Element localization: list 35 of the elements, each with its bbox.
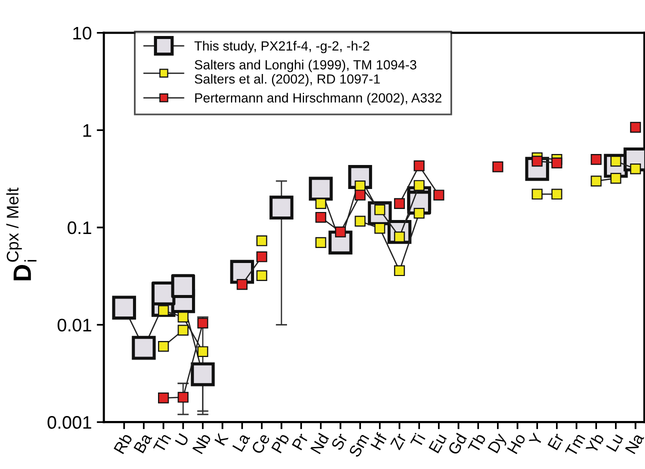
x-tick-label: Zr <box>390 432 407 450</box>
x-tick-label: Tb <box>467 432 486 454</box>
y-axis-title: DiCpx / Melt <box>6 188 36 280</box>
x-tick-label: Ho <box>507 432 526 454</box>
x-tick-label: Pr <box>292 432 309 450</box>
y-tick-label: 1 <box>83 124 92 137</box>
x-tick-label: Nd <box>310 432 330 454</box>
y-tick-label: 0.01 <box>58 318 92 332</box>
x-tick-label: Nb <box>192 432 212 454</box>
x-tick-label: Rb <box>113 432 133 454</box>
legend-label: Pertermann and Hirschmann (2002), A332 <box>195 92 442 106</box>
x-tick-label: U <box>174 433 190 447</box>
x-tick-label: Na <box>625 432 644 454</box>
x-tick-label: Sr <box>330 432 348 451</box>
x-tick-label: Lu <box>606 433 624 452</box>
x-tick-label: Ti <box>410 432 426 448</box>
x-tick-label: Ba <box>134 432 152 454</box>
x-tick-label: Gd <box>447 432 468 456</box>
x-tick-label: Eu <box>428 433 447 454</box>
y-tick-label: 0.001 <box>48 416 92 429</box>
x-tick-label: Tm <box>564 433 586 458</box>
y-tick-label: 10 <box>73 26 92 40</box>
x-tick-label: Yb <box>585 432 604 454</box>
x-tick-label: Pb <box>270 432 290 454</box>
y-tick-label: 0.1 <box>68 221 92 234</box>
x-tick-label: Ce <box>251 432 270 455</box>
x-tick-label: Hf <box>370 432 388 450</box>
legend-label: Salters and Longhi (1999), TM 1094-3 Salters et al. (2002), RD 1097-1 <box>194 60 416 86</box>
x-tick-label: La <box>232 432 250 452</box>
x-tick-label: K <box>214 432 229 446</box>
x-tick-label: Th <box>152 432 172 454</box>
x-tick-label: Sm <box>348 432 370 458</box>
x-tick-label: Er <box>548 432 564 450</box>
x-tick-label: Y <box>528 432 544 447</box>
legend-label: This study, PX21f-4, -g-2, -h-2 <box>194 40 370 54</box>
